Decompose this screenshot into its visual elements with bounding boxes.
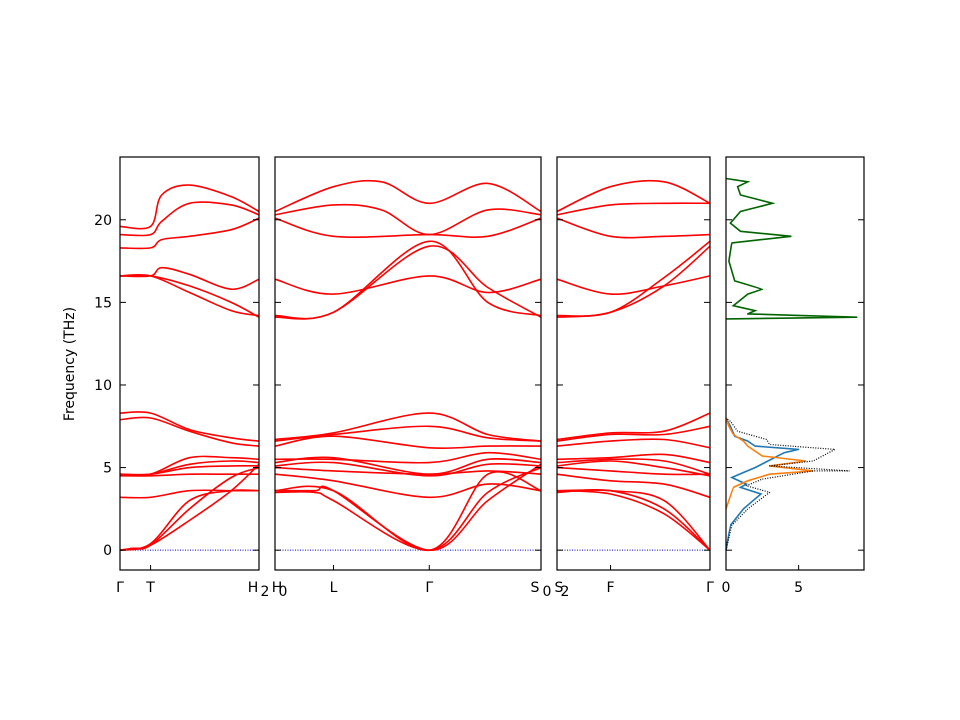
x-tick-label: Γ [116,580,124,596]
panel-frame [556,156,711,571]
band-line-12 [556,240,711,317]
y-tick-label: 5 [103,461,112,477]
band-line-10 [119,274,260,318]
band-line-3 [556,473,711,499]
x-tick-label: 0 [279,584,288,600]
band-line-10 [274,412,542,442]
band-line-12 [119,266,260,291]
dos-line-1 [725,417,814,510]
band-line-12 [274,240,542,320]
panel-s2-f-gamma: S2 F Γ [555,156,714,600]
x-tick-label: 5 [794,580,803,596]
band-line-14 [119,201,260,237]
band-line-7 [274,451,542,464]
band-line-11 [274,245,542,320]
band-line-8 [119,416,260,447]
x-tick-label: S [555,580,564,596]
band-line-2 [556,489,711,551]
band-line-15 [274,203,542,236]
band-line-8 [274,435,542,450]
x-tick-label: H [248,580,259,596]
band-line-0 [119,466,260,551]
band-line-15 [119,184,260,230]
band-line-1 [556,489,711,551]
band-line-16 [556,179,711,213]
band-line-0 [556,488,711,551]
panel-h0-l-gamma-s0: H0 L Γ S 0 [272,156,552,600]
y-tick-label: 0 [103,543,112,559]
x-tick-label: 0 [722,580,731,596]
band-line-14 [556,217,711,239]
band-line-1 [119,463,260,551]
panel-frame [119,156,260,571]
y-axis-label: Frequency (THz) [62,307,78,421]
x-tick-label: 2 [561,584,570,600]
band-line-6 [274,456,542,476]
band-line-3 [274,473,542,499]
band-line-7 [119,455,260,477]
x-tick-label: T [145,580,155,596]
band-line-1 [274,463,542,552]
y-tick-label: 15 [94,295,112,311]
band-line-15 [556,202,711,216]
x-tick-label: F [607,580,615,596]
band-line-5 [274,461,542,477]
x-tick-label: 2 [261,584,270,600]
band-line-9 [556,425,711,442]
panel-frame [725,156,865,571]
band-line-10 [556,412,711,441]
band-line-5 [556,460,711,477]
band-line-9 [274,425,542,442]
band-line-7 [556,453,711,464]
y-tick-label: 20 [94,213,112,229]
dos-line-2 [725,177,857,320]
band-line-3 [119,489,260,499]
band-line-11 [119,273,260,317]
band-line-13 [556,275,711,295]
band-line-0 [274,466,542,552]
band-line-6 [556,458,711,475]
panel-frame [274,156,542,571]
band-line-13 [274,275,542,295]
x-tick-label: S [531,580,540,596]
dos-line-0 [725,417,800,551]
x-tick-label: L [330,580,338,596]
band-line-9 [119,411,260,442]
y-tick-label: 10 [94,378,112,394]
panel-gamma-t-h2: 0 5 10 15 20 Γ T H 2 [94,156,270,600]
band-line-4 [556,466,711,476]
band-line-8 [556,438,711,449]
band-line-13 [119,217,260,250]
x-tick-label: 0 [543,584,552,600]
band-line-16 [274,179,542,213]
dos-line-3 [725,417,850,551]
band-line-14 [274,217,542,238]
x-tick-label: Γ [706,580,714,596]
x-tick-label: Γ [425,580,433,596]
x-tick-label: H [272,580,283,596]
